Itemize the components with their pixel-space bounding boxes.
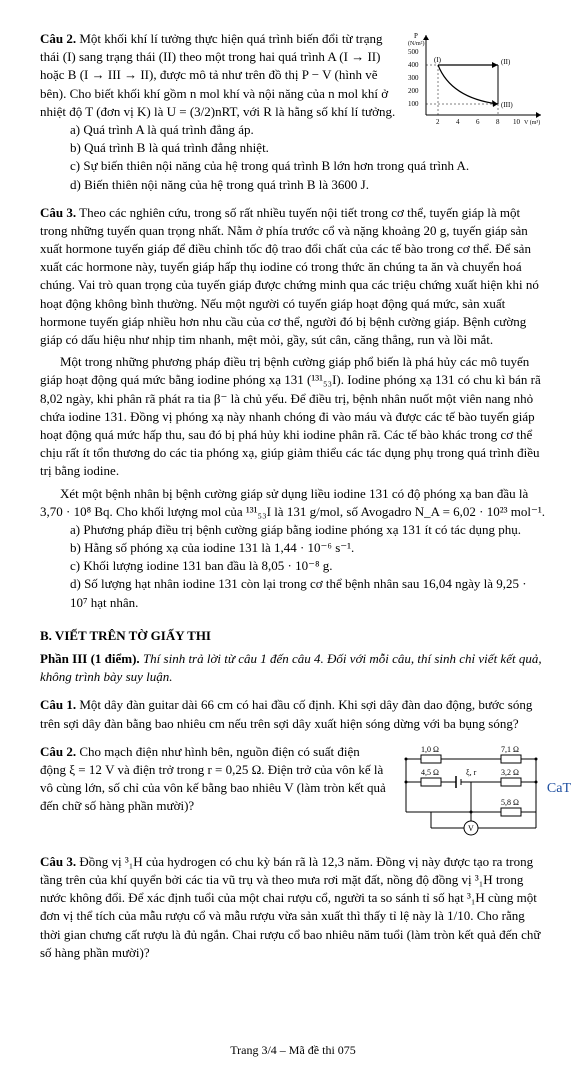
q3-p2: Một trong những phương pháp điều trị bện… xyxy=(40,353,546,480)
pv-chart: P (N/m²) 500 400 300 200 100 2 4 6 8 10 … xyxy=(406,30,546,130)
q2-b: b) Quá trình B là quá trình đẳng nhiệt. xyxy=(70,139,546,157)
c3-label: Câu 3. xyxy=(40,854,76,869)
svg-text:2: 2 xyxy=(436,118,440,126)
c1-label: Câu 1. xyxy=(40,697,76,712)
c1-text: Một dây đàn guitar dài 66 cm có hai đầu … xyxy=(40,697,532,730)
part3-desc: Phần III (1 điểm). Thí sinh trả lời từ c… xyxy=(40,650,546,686)
svg-text:6: 6 xyxy=(476,118,480,126)
emf-label: ξ, r xyxy=(466,768,477,777)
c2-label: Câu 2. xyxy=(40,744,76,759)
signature: CaT xyxy=(547,779,571,799)
r5-label: 5,8 Ω xyxy=(501,798,519,807)
section-b-title: B. VIẾT TRÊN TỜ GIẤY THI xyxy=(40,627,546,645)
y-axis-unit: (N/m²) xyxy=(408,40,424,47)
circuit-diagram: 1,0 Ω 7,1 Ω 4,5 Ω 3,2 Ω 5,8 Ω xyxy=(396,743,546,843)
svg-text:(II): (II) xyxy=(501,58,511,66)
c3-text: Đồng vị ³₁H của hydrogen có chu kỳ bán r… xyxy=(40,854,540,960)
q3-p1: Theo các nghiên cứu, trong số rất nhiều … xyxy=(40,205,539,347)
part3-title: Phần III (1 điểm). xyxy=(40,651,140,666)
q3-label: Câu 3. xyxy=(40,205,76,220)
p3-question-3: Câu 3. Đồng vị ³₁H của hydrogen có chu k… xyxy=(40,853,546,962)
p3-question-1: Câu 1. Một dây đàn guitar dài 66 cm có h… xyxy=(40,696,546,732)
q3-p3: Xét một bệnh nhân bị bệnh cường giáp sử … xyxy=(40,485,546,521)
y-axis-label: P xyxy=(414,32,418,40)
voltmeter-label: V xyxy=(468,824,474,833)
svg-text:(III): (III) xyxy=(501,101,513,109)
page-footer: Trang 3/4 – Mã đề thi 075 xyxy=(40,1042,546,1059)
r4-label: 3,2 Ω xyxy=(501,768,519,777)
svg-text:8: 8 xyxy=(496,118,500,126)
q2-text: Một khối khí lí tưởng thực hiện quá trìn… xyxy=(40,31,395,119)
q3-c: c) Khối lượng iodine 131 ban đầu là 8,05… xyxy=(70,557,546,575)
q2-label: Câu 2. xyxy=(40,31,76,46)
svg-text:10: 10 xyxy=(513,118,521,126)
q3-d: d) Số lượng hạt nhân iodine 131 còn lại … xyxy=(70,575,546,611)
question-2: P (N/m²) 500 400 300 200 100 2 4 6 8 10 … xyxy=(40,30,546,194)
q3-a: a) Phương pháp điều trị bệnh cường giáp … xyxy=(70,521,546,539)
svg-text:400: 400 xyxy=(408,61,419,69)
q3-b: b) Hằng số phóng xạ của iodine 131 là 1,… xyxy=(70,539,546,557)
question-3: Câu 3. Theo các nghiên cứu, trong số rất… xyxy=(40,204,546,612)
svg-text:100: 100 xyxy=(408,100,419,108)
r1-label: 1,0 Ω xyxy=(421,745,439,754)
q2-c: c) Sự biến thiên nội năng của hệ trong q… xyxy=(70,157,546,175)
c2-text: Cho mạch điện như hình bên, nguồn điện c… xyxy=(40,744,386,814)
r2-label: 7,1 Ω xyxy=(501,745,519,754)
svg-text:(I): (I) xyxy=(434,56,442,64)
svg-text:200: 200 xyxy=(408,87,419,95)
p3-question-2: 1,0 Ω 7,1 Ω 4,5 Ω 3,2 Ω 5,8 Ω xyxy=(40,743,546,843)
svg-text:500: 500 xyxy=(408,48,419,56)
r3-label: 4,5 Ω xyxy=(421,768,439,777)
x-axis-label: V (m³) xyxy=(524,119,540,126)
q2-d: d) Biến thiên nội năng của hệ trong quá … xyxy=(70,176,546,194)
svg-text:300: 300 xyxy=(408,74,419,82)
svg-text:4: 4 xyxy=(456,118,460,126)
